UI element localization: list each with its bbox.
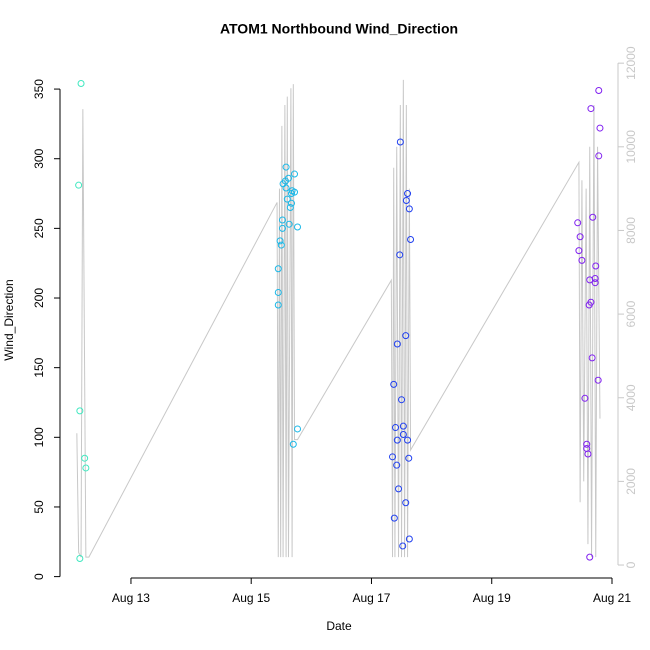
point xyxy=(586,553,594,561)
point xyxy=(82,464,90,472)
point xyxy=(278,216,286,224)
point xyxy=(583,440,591,448)
y2-tick-label: 8000 xyxy=(624,217,638,244)
point xyxy=(399,431,407,439)
point xyxy=(405,454,413,462)
point xyxy=(393,340,401,348)
point xyxy=(587,298,595,306)
point xyxy=(584,450,592,458)
y-tick-label: 300 xyxy=(32,148,46,168)
point xyxy=(294,425,302,433)
point xyxy=(76,407,84,415)
point xyxy=(574,219,582,227)
chart-title: ATOM1 Northbound Wind_Direction xyxy=(220,21,458,37)
point xyxy=(407,236,415,244)
point xyxy=(277,241,285,249)
point xyxy=(284,174,292,182)
point xyxy=(389,453,397,461)
point xyxy=(399,422,407,430)
point xyxy=(578,256,586,264)
x-tick-label: Aug 17 xyxy=(352,591,390,605)
y-tick-label: 100 xyxy=(32,427,46,447)
point xyxy=(396,251,404,259)
y2-tick-label: 10000 xyxy=(624,130,638,164)
y2-tick-label: 0 xyxy=(624,561,638,568)
x-tick-label: Aug 19 xyxy=(473,591,511,605)
y-tick-label: 250 xyxy=(32,218,46,238)
point xyxy=(393,436,401,444)
point xyxy=(581,394,589,402)
point xyxy=(402,332,410,340)
y-tick-label: 50 xyxy=(32,500,46,514)
point xyxy=(398,396,406,404)
point xyxy=(399,542,407,550)
point xyxy=(595,86,603,94)
point xyxy=(392,424,400,432)
point xyxy=(393,461,401,469)
point xyxy=(596,124,604,132)
point xyxy=(77,80,85,88)
y2-tick-label: 4000 xyxy=(624,384,638,411)
point xyxy=(283,195,291,203)
point xyxy=(588,354,596,362)
point xyxy=(291,170,299,178)
point xyxy=(575,247,583,255)
point xyxy=(76,554,84,562)
point xyxy=(592,262,600,270)
point xyxy=(404,190,412,198)
x-tick-label: Aug 15 xyxy=(232,591,270,605)
point xyxy=(390,380,398,388)
point xyxy=(274,301,282,309)
point xyxy=(405,535,413,543)
x-tick-label: Aug 13 xyxy=(112,591,150,605)
point xyxy=(282,163,290,171)
y-tick-label: 200 xyxy=(32,288,46,308)
y-tick-label: 350 xyxy=(32,79,46,99)
point xyxy=(594,376,602,384)
point xyxy=(405,205,413,213)
point xyxy=(81,454,89,462)
y-tick-label: 0 xyxy=(32,573,46,580)
x-axis-label: Date xyxy=(326,619,352,633)
x-tick-label: Aug 21 xyxy=(593,591,631,605)
y2-tick-label: 12000 xyxy=(624,46,638,80)
y-axis-label: Wind_Direction xyxy=(2,279,16,360)
point xyxy=(404,436,412,444)
y2-tick-label: 2000 xyxy=(624,468,638,495)
point xyxy=(395,485,403,493)
point xyxy=(402,197,410,205)
point xyxy=(274,265,282,273)
line xyxy=(76,79,601,558)
point xyxy=(589,213,597,221)
point xyxy=(402,499,410,507)
point xyxy=(285,220,293,228)
point xyxy=(291,188,299,196)
point xyxy=(587,105,595,113)
point xyxy=(287,199,295,207)
point xyxy=(276,237,284,245)
point xyxy=(396,138,404,146)
point xyxy=(591,275,599,283)
point xyxy=(282,184,290,192)
point xyxy=(278,224,286,232)
point xyxy=(591,279,599,287)
point xyxy=(286,203,294,211)
point xyxy=(576,233,584,241)
point xyxy=(595,152,603,160)
point xyxy=(75,181,83,189)
y-tick-label: 150 xyxy=(32,357,46,377)
point xyxy=(289,440,297,448)
point xyxy=(294,223,302,231)
y2-tick-label: 6000 xyxy=(624,300,638,327)
point xyxy=(390,514,398,522)
point xyxy=(274,288,282,296)
